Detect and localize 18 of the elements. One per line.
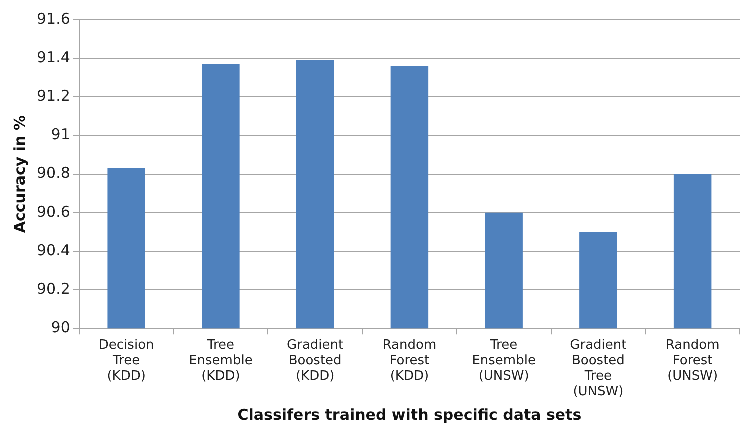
- y-tick-label: 90.6: [36, 202, 70, 221]
- y-tick-label: 90.8: [36, 164, 70, 182]
- x-tick-label: Tree Ensemble (UNSW): [472, 338, 536, 384]
- x-tick-label: Decision Tree (KDD): [98, 338, 154, 384]
- y-tick-label: 91.4: [36, 48, 70, 66]
- x-tick-label: Random Forest (UNSW): [666, 338, 720, 384]
- y-tick-label: 91.6: [36, 10, 70, 28]
- y-tick-label: 90.2: [36, 280, 70, 298]
- x-axis-title: Classifers trained with specific data sets: [238, 406, 582, 424]
- x-tick-label: Random Forest (KDD): [382, 338, 437, 384]
- y-tick-label: 91: [51, 126, 70, 144]
- y-tick-label: 90: [51, 318, 70, 336]
- x-tick-label: Tree Ensemble (KDD): [189, 338, 253, 384]
- y-axis-title: Accuracy in %: [10, 116, 29, 234]
- x-tick-label: Gradient Boosted (KDD): [287, 338, 344, 384]
- y-tick-label: 90.4: [36, 241, 70, 260]
- x-tick-label: Gradient Boosted Tree (UNSW): [570, 338, 627, 400]
- y-tick-label: 91.2: [36, 87, 70, 106]
